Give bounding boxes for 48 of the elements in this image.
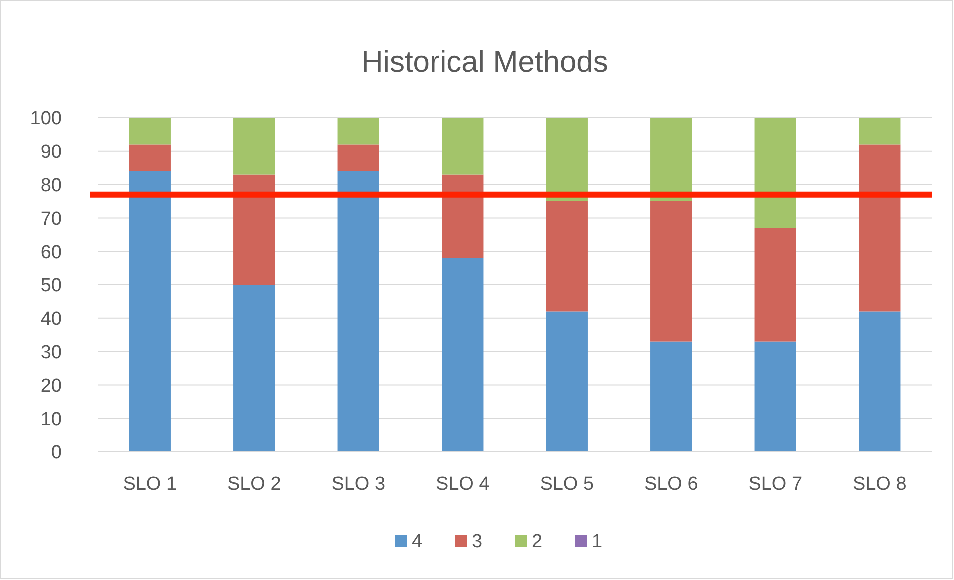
x-tick-label: SLO 2	[227, 474, 282, 495]
bar	[442, 174, 484, 258]
y-tick-label: 60	[40, 242, 62, 264]
bar	[754, 228, 796, 342]
y-tick-label: 0	[51, 442, 62, 464]
chart-title: Historical Methods	[362, 46, 608, 79]
legend-label: 4	[412, 532, 423, 553]
bar	[129, 144, 171, 172]
bar	[650, 342, 692, 452]
y-tick-label: 30	[40, 342, 62, 364]
x-tick-label: SLO 6	[644, 474, 698, 495]
bar	[546, 312, 588, 452]
bar	[129, 118, 171, 145]
bar	[234, 118, 276, 175]
bar	[754, 118, 796, 228]
y-tick-label: 70	[40, 208, 62, 230]
bar	[442, 118, 484, 175]
y-tick-label: 100	[30, 108, 62, 130]
x-tick-label: SLO 5	[540, 474, 594, 495]
bar	[234, 174, 276, 285]
x-tick-label: SLO 4	[436, 474, 490, 495]
x-tick-label: SLO 3	[332, 474, 386, 495]
legend-label: 3	[472, 532, 483, 553]
bar	[859, 118, 901, 145]
bar	[234, 285, 276, 452]
bar	[546, 118, 588, 202]
y-tick-label: 90	[40, 142, 62, 164]
bar	[650, 202, 692, 342]
y-tick-label: 50	[40, 276, 62, 297]
bar	[859, 144, 901, 312]
bar	[442, 258, 484, 452]
bar	[859, 312, 901, 452]
bar	[650, 118, 692, 202]
bar	[338, 118, 380, 145]
x-tick-label: SLO 7	[748, 474, 803, 495]
x-tick-label: SLO 1	[123, 474, 178, 495]
legend-label: 2	[532, 532, 543, 553]
y-tick-label: 10	[40, 409, 62, 430]
bar	[129, 171, 171, 452]
y-tick-label: 20	[40, 376, 62, 397]
bar	[754, 342, 796, 452]
bar	[338, 171, 380, 452]
y-tick-label: 40	[40, 309, 62, 330]
bar	[338, 144, 380, 172]
y-tick-label: 80	[40, 175, 62, 196]
bar	[546, 202, 588, 312]
x-tick-label: SLO 8	[852, 474, 907, 495]
legend-label: 1	[592, 532, 603, 553]
